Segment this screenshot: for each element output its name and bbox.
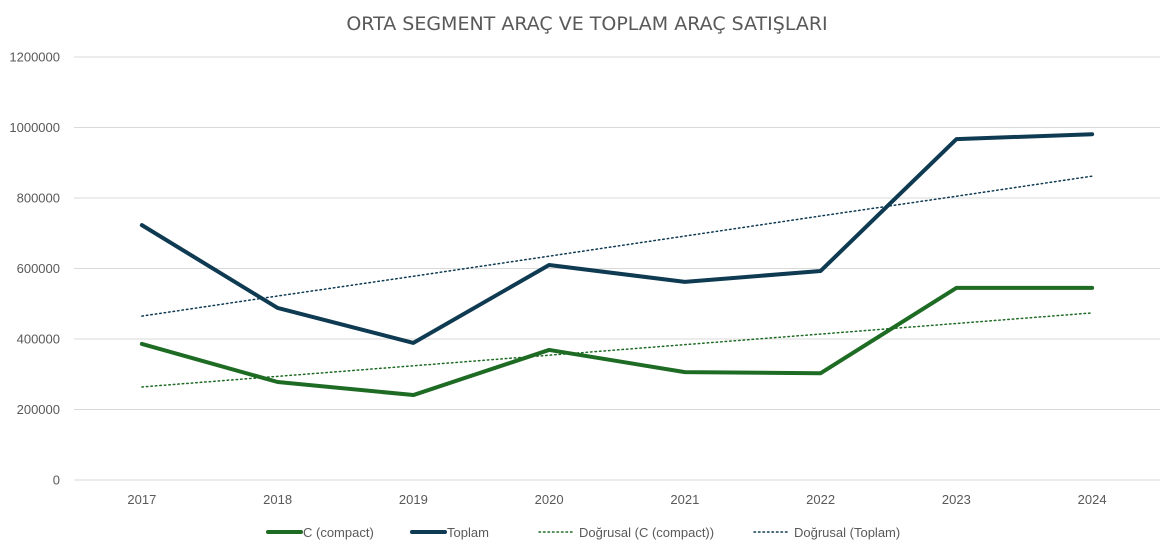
x-axis-ticks: 2017 2018 2019 2020 2021 2022 2023 2024 xyxy=(127,492,1106,507)
series-line-0 xyxy=(139,285,1095,398)
y-tick-label: 1200000 xyxy=(9,50,60,65)
legend-label: Toplam xyxy=(447,525,489,540)
x-tick-label: 2018 xyxy=(263,492,292,507)
legend-item: Doğrusal (C (compact)) xyxy=(538,525,714,540)
y-tick-label: 800000 xyxy=(17,191,60,206)
y-tick-label: 0 xyxy=(53,473,60,488)
x-tick-label: 2022 xyxy=(806,492,835,507)
trendlines xyxy=(141,175,1093,388)
y-tick-label: 400000 xyxy=(17,332,60,347)
legend-item: C (compact) xyxy=(266,525,374,540)
legend-item: Toplam xyxy=(410,525,489,540)
x-tick-label: 2017 xyxy=(127,492,156,507)
series-lines xyxy=(139,132,1095,398)
legend-label: Doğrusal (C (compact)) xyxy=(579,525,714,540)
trendline-1 xyxy=(141,175,1093,317)
gridlines xyxy=(74,56,1160,481)
x-tick-label: 2023 xyxy=(942,492,971,507)
x-tick-label: 2024 xyxy=(1078,492,1107,507)
x-tick-label: 2021 xyxy=(670,492,699,507)
y-tick-label: 200000 xyxy=(17,402,60,417)
y-tick-label: 1000000 xyxy=(9,120,60,135)
x-tick-label: 2020 xyxy=(535,492,564,507)
series-line-1 xyxy=(139,132,1095,345)
legend-label: Doğrusal (Toplam) xyxy=(794,525,900,540)
y-axis-ticks: 0 200000 400000 600000 800000 1000000 1200000 xyxy=(9,50,60,488)
legend-item: Doğrusal (Toplam) xyxy=(753,525,900,540)
y-tick-label: 600000 xyxy=(17,261,60,276)
legend: C (compact) Toplam Doğrusal (C (compact)) D… xyxy=(266,525,900,540)
chart-title: ORTA SEGMENT ARAÇ VE TOPLAM ARAÇ SATIŞLA… xyxy=(346,13,827,35)
trendline-0 xyxy=(141,312,1093,388)
x-tick-label: 2019 xyxy=(399,492,428,507)
legend-label: C (compact) xyxy=(303,525,374,540)
